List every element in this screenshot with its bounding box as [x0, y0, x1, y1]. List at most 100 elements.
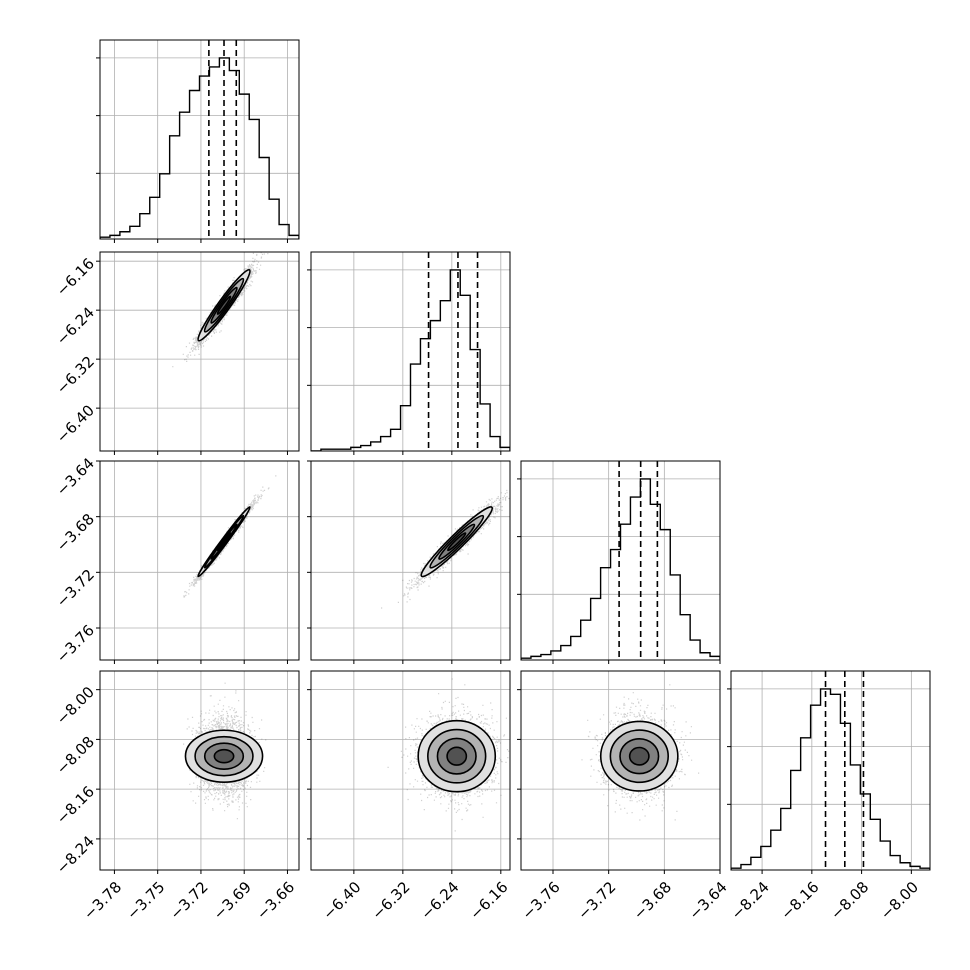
panel-frame: [99, 670, 300, 871]
contour-line: [203, 742, 245, 770]
histogram-step: [731, 688, 930, 870]
panel-content: [521, 671, 720, 870]
x-tick-label: −3.78: [80, 878, 125, 923]
x-tick-label: −6.40: [319, 878, 364, 923]
density-level: [418, 720, 496, 792]
density-level: [214, 749, 234, 763]
contour-line: [628, 746, 650, 766]
panel-content: [100, 671, 299, 870]
histogram-step: [100, 57, 299, 239]
density-level: [600, 721, 678, 791]
y-tick-label: −6.24: [53, 303, 98, 348]
y-tick-label: −6.40: [53, 401, 98, 446]
density-level: [620, 738, 659, 774]
contour-line: [599, 720, 679, 792]
density-level: [427, 729, 486, 783]
y-tick-label: −8.24: [53, 832, 98, 877]
contour-line: [213, 748, 235, 764]
density-level: [447, 533, 466, 551]
contour-line: [197, 268, 251, 342]
contour-line: [194, 735, 254, 777]
panel-content: [311, 671, 510, 870]
contour-line: [216, 295, 232, 315]
x-tick-label: −8.16: [777, 878, 822, 923]
density-base: [214, 749, 234, 763]
panel-content: [521, 461, 720, 660]
panel-content: [100, 252, 299, 451]
panel-content: [311, 252, 510, 451]
contour-line: [436, 737, 477, 775]
x-tick-label: −3.72: [166, 878, 211, 923]
panel-frame: [730, 670, 931, 871]
panel-1-0: [96, 251, 300, 455]
panel-frame: [310, 251, 511, 452]
density-level: [217, 296, 231, 315]
panel-2-2: [517, 460, 721, 664]
panel-frame: [99, 251, 300, 452]
density-base: [629, 747, 649, 765]
panel-2-0: [96, 460, 300, 664]
contour-line: [447, 532, 467, 552]
x-tick-label: −8.00: [877, 878, 922, 923]
contour-line: [609, 729, 670, 784]
x-tick-label: −3.66: [253, 878, 298, 923]
density-level: [185, 730, 263, 783]
y-tick-label: −6.32: [53, 352, 98, 397]
y-tick-label: −8.00: [53, 683, 98, 728]
panel-content: [100, 461, 299, 660]
panel-0-0: [96, 39, 300, 243]
density-level: [447, 747, 467, 766]
contour-line: [184, 729, 264, 783]
histogram-step: [521, 478, 720, 660]
density-base: [447, 747, 467, 766]
panel-3-3: [727, 670, 931, 874]
panel-3-2: [517, 670, 721, 874]
density-level: [430, 515, 484, 568]
panel-frame: [99, 39, 300, 240]
x-tick-label: −3.75: [123, 878, 168, 923]
density-level: [204, 278, 244, 332]
density-base: [217, 296, 231, 315]
contour-line: [438, 523, 476, 560]
x-tick-label: −8.08: [827, 878, 872, 923]
panel-frame: [520, 670, 721, 871]
y-tick-label: −8.16: [53, 782, 98, 827]
y-tick-label: −3.68: [53, 510, 98, 555]
x-tick-label: −6.16: [466, 878, 511, 923]
density-level: [195, 736, 253, 776]
y-tick-label: −8.08: [53, 733, 98, 778]
density-level: [610, 730, 669, 783]
y-tick-label: −3.76: [53, 621, 98, 666]
density-level: [437, 738, 477, 774]
x-tick-label: −3.72: [574, 878, 619, 923]
panel-frame: [520, 460, 721, 661]
y-tick-label: −3.64: [53, 454, 98, 499]
panel-content: [100, 40, 299, 239]
panel-content: [311, 461, 510, 660]
x-tick-label: −3.64: [686, 878, 731, 923]
contour-line: [203, 277, 245, 333]
contour-line: [210, 286, 238, 324]
panel-2-1: [307, 460, 511, 664]
contour-line: [197, 506, 251, 578]
x-tick-label: −3.68: [630, 878, 675, 923]
panel-frame: [99, 460, 300, 661]
panel-frame: [310, 460, 511, 661]
x-tick-label: −8.24: [728, 878, 773, 923]
x-tick-label: −3.76: [519, 878, 564, 923]
contour-line: [420, 506, 494, 578]
histogram-step: [311, 269, 510, 451]
x-tick-label: −6.24: [417, 878, 462, 923]
panel-3-0: [96, 670, 300, 874]
contour-line: [619, 738, 660, 775]
density-level: [629, 747, 649, 765]
contour-line: [429, 514, 485, 569]
y-tick-label: −3.72: [53, 566, 98, 611]
panel-frame: [310, 670, 511, 871]
x-tick-label: −3.69: [210, 878, 255, 923]
panel-3-1: [307, 670, 511, 874]
y-tick-label: −6.16: [53, 254, 98, 299]
contour-line: [417, 719, 497, 793]
panel-content: [731, 671, 930, 870]
